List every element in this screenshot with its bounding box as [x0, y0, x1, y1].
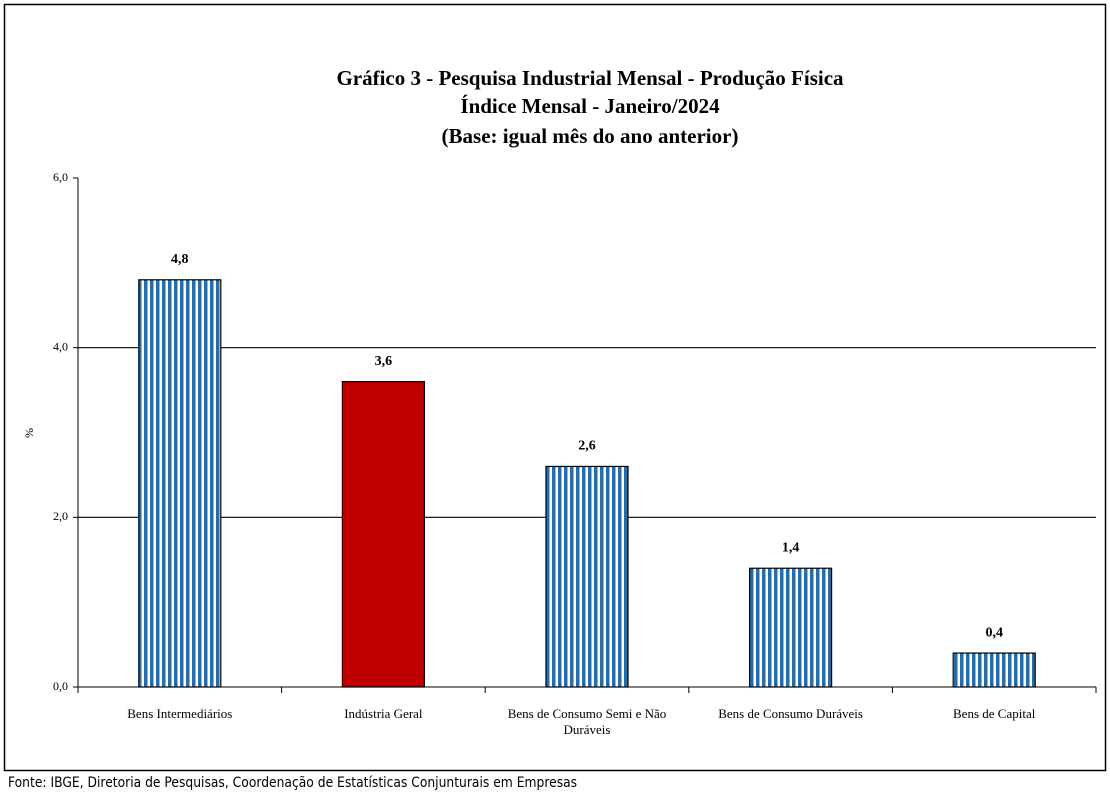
data-label: 0,4 — [985, 625, 1003, 640]
chart-frame — [3, 3, 1107, 772]
chart-title: Índice Mensal - Janeiro/2024 — [460, 94, 720, 118]
bar — [341, 381, 425, 688]
y-tick-label: 6,0 — [53, 170, 68, 184]
x-tick-label: Indústria Geral — [344, 706, 423, 721]
x-tick-label: Bens Intermediários — [127, 706, 233, 721]
bar — [952, 652, 1036, 688]
y-axis-label: % — [22, 428, 36, 438]
y-tick-label: 2,0 — [53, 509, 68, 523]
chart-title: Gráfico 3 - Pesquisa Industrial Mensal -… — [336, 66, 844, 90]
y-tick-label: 0,0 — [53, 679, 68, 693]
bar — [138, 279, 222, 688]
chart-title: (Base: igual mês do ano anterior) — [442, 124, 739, 148]
data-label: 3,6 — [375, 354, 393, 369]
x-tick-label: Bens de Consumo Duráveis — [718, 706, 863, 721]
x-tick-label: Bens de Consumo Semi e Não Duráveis — [507, 706, 667, 737]
source-note: Fonte: IBGE, Diretoria de Pesquisas, Coo… — [8, 775, 578, 791]
data-label: 1,4 — [782, 540, 800, 555]
x-tick-label: Bens de Capital — [953, 706, 1036, 721]
bar — [545, 465, 629, 688]
data-label: 2,6 — [578, 439, 596, 454]
y-tick-label: 4,0 — [53, 339, 68, 353]
data-label: 4,8 — [171, 252, 189, 267]
bar — [748, 567, 833, 688]
